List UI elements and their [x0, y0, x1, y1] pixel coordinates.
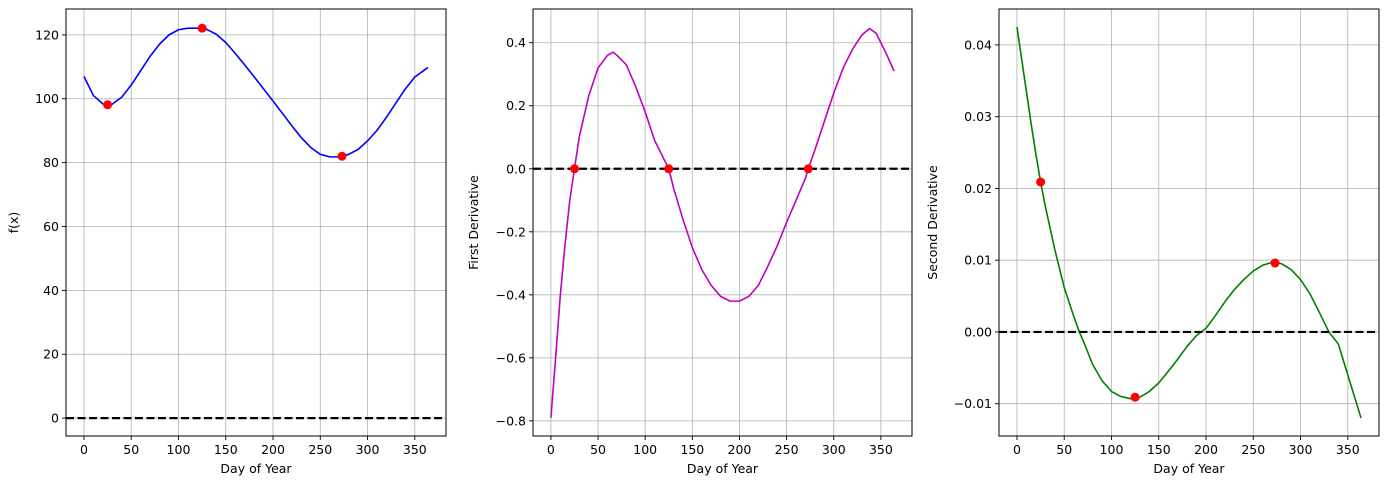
x-tick-label: 250: [308, 442, 332, 457]
x-tick-label: 150: [214, 442, 238, 457]
x-tick-label: 0: [1013, 442, 1021, 457]
y-tick-label: 0.04: [964, 37, 992, 52]
y-tick-label: 0.00: [964, 324, 992, 339]
critical-point-marker: [803, 164, 813, 174]
y-axis-label: Second Derivative: [925, 165, 940, 280]
series-line: [1016, 26, 1362, 419]
y-axis-label: First Derivative: [466, 175, 481, 270]
x-axis-label: Day of Year: [687, 461, 759, 476]
x-tick-label: 100: [1100, 442, 1124, 457]
x-tick-label: 200: [261, 442, 285, 457]
critical-point-marker: [337, 151, 347, 161]
y-tick-label: 120: [35, 27, 59, 42]
y-tick-label: −0.01: [954, 396, 992, 411]
critical-point-marker: [569, 164, 579, 174]
x-tick-label: 100: [633, 442, 657, 457]
x-tick-label: 200: [728, 442, 752, 457]
x-tick-label: 0: [547, 442, 555, 457]
critical-point-marker: [197, 23, 207, 33]
x-tick-label: 350: [403, 442, 427, 457]
y-tick-label: 20: [43, 347, 59, 362]
y-tick-label: 60: [43, 219, 59, 234]
x-tick-label: 300: [356, 442, 380, 457]
y-tick-label: 0.2: [506, 98, 526, 113]
series-line: [550, 27, 895, 418]
critical-point-marker: [664, 164, 674, 174]
y-tick-label: 0.0: [506, 161, 526, 176]
x-tick-label: 150: [680, 442, 704, 457]
x-tick-label: 150: [1147, 442, 1171, 457]
x-tick-label: 300: [822, 442, 846, 457]
y-tick-label: −0.4: [496, 287, 526, 302]
x-tick-label: 100: [167, 442, 191, 457]
y-tick-label: 0.02: [964, 181, 992, 196]
y-tick-label: 80: [43, 155, 59, 170]
y-tick-label: 0: [51, 411, 59, 426]
y-tick-label: −0.6: [496, 350, 526, 365]
axes-frame: [532, 8, 913, 437]
series-line: [83, 27, 429, 158]
y-tick-label: 0.4: [506, 35, 526, 50]
y-tick-label: 40: [43, 283, 59, 298]
x-tick-label: 250: [775, 442, 799, 457]
y-tick-label: 0.03: [964, 109, 992, 124]
x-tick-label: 50: [1056, 442, 1072, 457]
critical-point-marker: [1036, 177, 1046, 187]
x-tick-label: 250: [1241, 442, 1265, 457]
axes-frame: [998, 8, 1380, 437]
x-axis-label: Day of Year: [1153, 461, 1225, 476]
x-axis-label: Day of Year: [220, 461, 292, 476]
y-axis-label: f(x): [6, 212, 21, 234]
x-tick-label: 50: [123, 442, 139, 457]
critical-point-marker: [1270, 258, 1280, 268]
x-tick-label: 200: [1194, 442, 1218, 457]
chart-panel-2: 0 50 100 150 200 250 300 350 −0.8 −0.6 −0.4 −0.2 0.0…: [466, 8, 913, 476]
x-tick-label: 50: [590, 442, 606, 457]
x-tick-label: 350: [1336, 442, 1360, 457]
x-tick-label: 300: [1289, 442, 1313, 457]
y-tick-label: 0.01: [964, 253, 992, 268]
x-tick-label: 0: [80, 442, 88, 457]
axes-frame: [65, 8, 447, 437]
y-tick-label: −0.8: [496, 413, 526, 428]
x-tick-label: 350: [869, 442, 893, 457]
critical-point-marker: [103, 100, 113, 110]
y-tick-label: 100: [35, 91, 59, 106]
chart-panel-3: 0 50 100 150 200 250 300 350 −0.01 0.00 0.01 0.02 0.…: [925, 8, 1380, 476]
critical-point-marker: [1130, 392, 1140, 402]
chart-panel-1: 0 50 100 150 200 250 300 350 0 20 40 60 80 100 120 Day …: [6, 8, 447, 476]
y-tick-label: −0.2: [496, 224, 526, 239]
